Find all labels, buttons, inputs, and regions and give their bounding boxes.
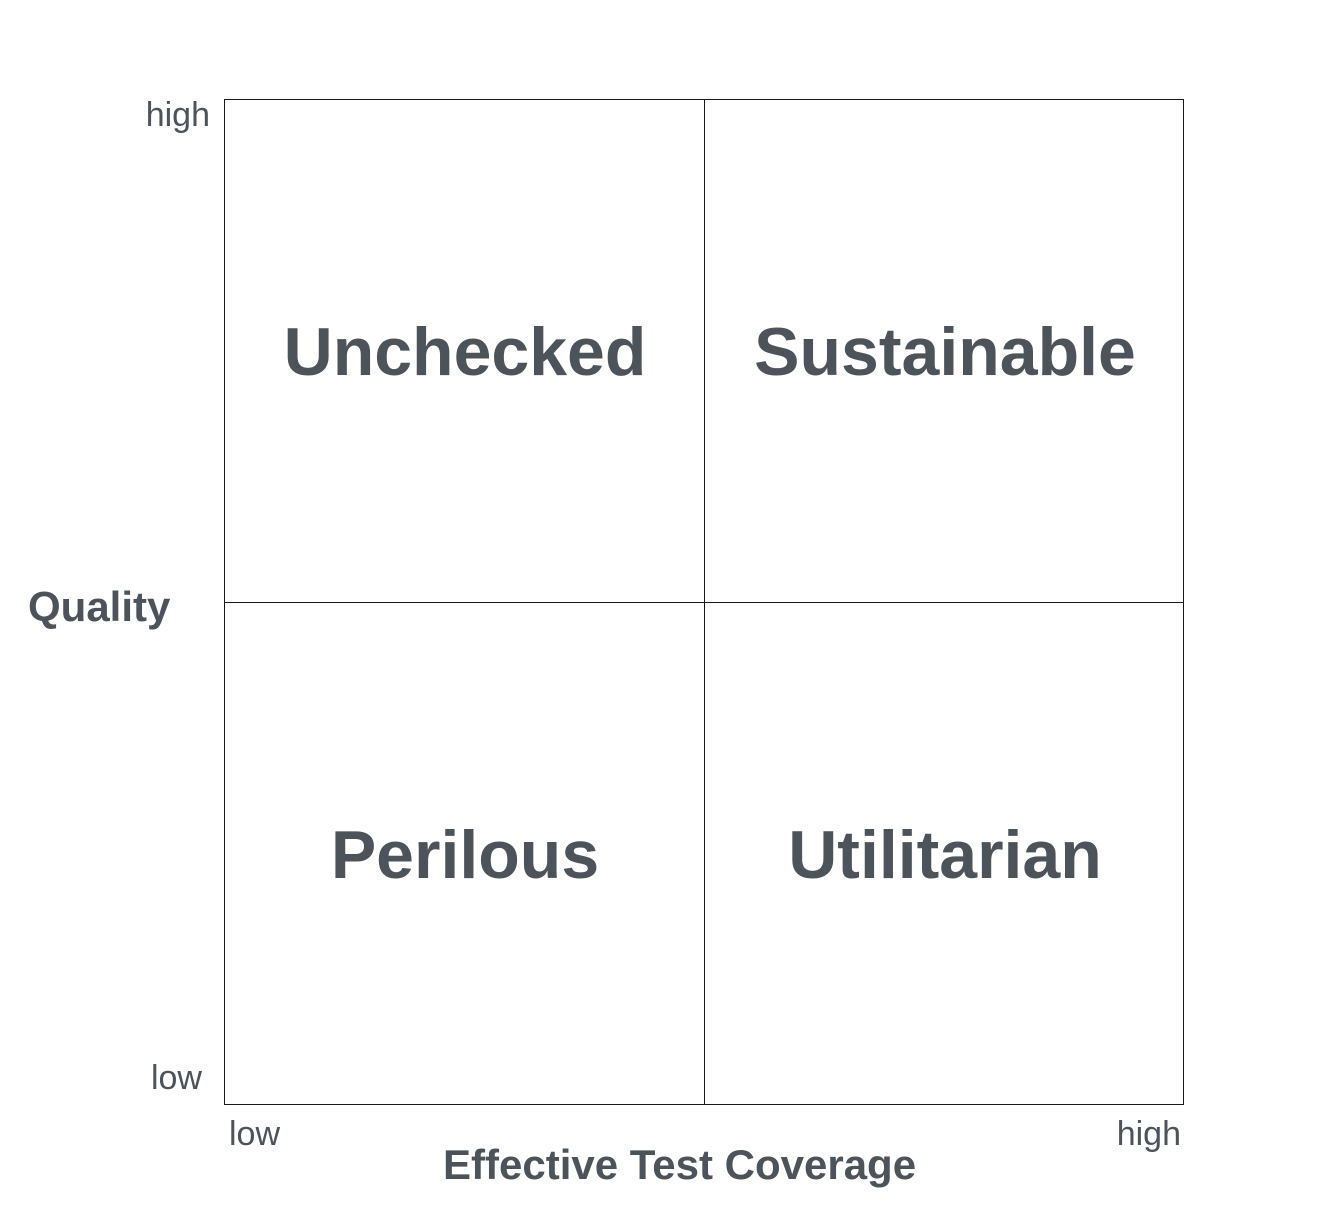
y-axis-title: Quality bbox=[28, 583, 171, 630]
x-axis-low-label: low bbox=[229, 1115, 281, 1153]
horizontal-divider bbox=[225, 602, 1183, 603]
quadrant-grid: Unchecked Sustainable Perilous Utilitari… bbox=[224, 99, 1184, 1105]
quadrant-label-unchecked: Unchecked bbox=[283, 313, 647, 390]
y-axis-low-label: low bbox=[150, 1059, 202, 1097]
quadrant-top-right: Sustainable bbox=[705, 100, 1185, 603]
x-axis-high-label: high bbox=[1116, 1115, 1181, 1153]
x-axis-title: Effective Test Coverage bbox=[443, 1141, 917, 1188]
quadrant-top-left: Unchecked bbox=[225, 100, 705, 603]
quadrant-bottom-right: Utilitarian bbox=[705, 603, 1185, 1106]
quadrant-label-sustainable: Sustainable bbox=[754, 313, 1136, 390]
quadrant-label-perilous: Perilous bbox=[330, 816, 600, 893]
quadrant-label-utilitarian: Utilitarian bbox=[788, 816, 1102, 893]
quadrant-bottom-left: Perilous bbox=[225, 603, 705, 1106]
y-axis-high-label: high bbox=[145, 96, 210, 134]
